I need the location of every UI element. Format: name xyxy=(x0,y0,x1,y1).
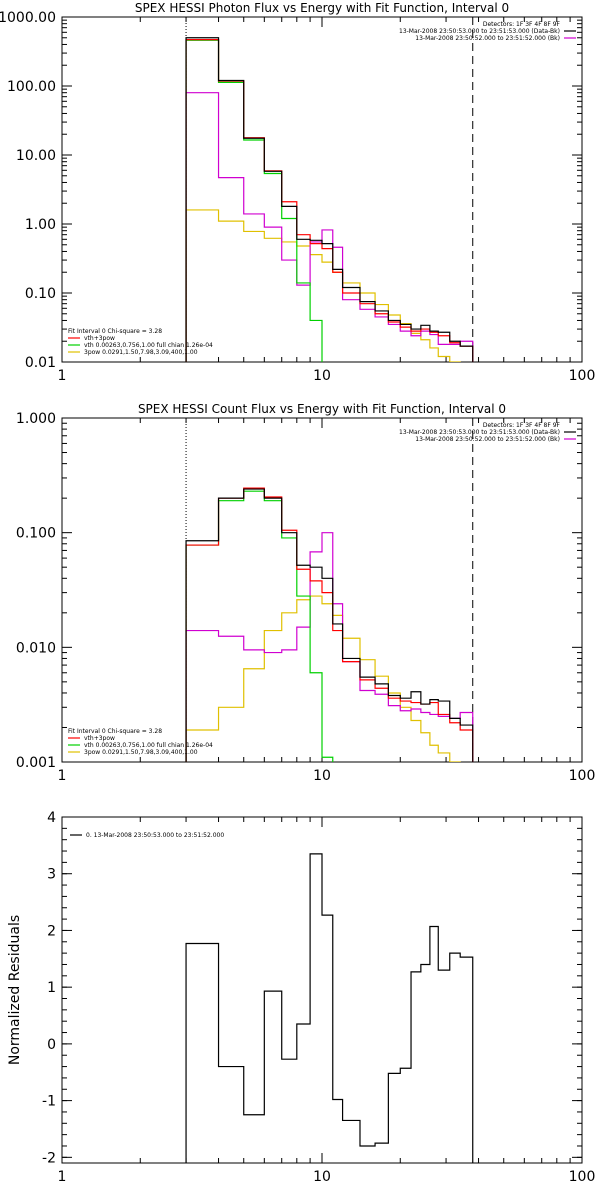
y-tick-label: 0.10 xyxy=(25,286,56,302)
y-tick-label: 1.00 xyxy=(25,217,56,233)
x-tick-label: 1 xyxy=(58,768,67,784)
series-black-line xyxy=(185,37,474,362)
chart-title: SPEX HESSI Count Flux vs Energy with Fit… xyxy=(138,402,506,416)
y-tick-label: 3 xyxy=(47,867,56,883)
x-tick-label: 10 xyxy=(313,1169,331,1185)
legend-bottom-left-entry: 3pow 0.0291,1.50,7.98,3.09,400,1.00 xyxy=(84,349,198,356)
legend-top-right-entry: 13-Mar-2008 23:50:53.000 to 23:51:53.000… xyxy=(399,429,560,436)
y-tick-label: 1 xyxy=(47,980,56,996)
y-tick-label: 0.100 xyxy=(16,526,56,542)
legend-bottom-left-entry: Fit Interval 0 Chi-square = 3.28 xyxy=(68,728,162,735)
y-tick-label: 2 xyxy=(47,923,56,939)
y-tick-label: -2 xyxy=(42,1150,56,1166)
legend-top-left-entry: 0. 13-Mar-2008 23:50:53.000 to 23:51:52.… xyxy=(86,832,224,839)
series-black-line xyxy=(185,488,474,762)
y-tick-label: 1.000 xyxy=(16,411,56,427)
series-yellow-line xyxy=(185,595,461,762)
series-black-line xyxy=(185,853,474,1163)
legend-bottom-left-entry: vth+3pow xyxy=(84,735,115,742)
x-tick-label: 100 xyxy=(569,1169,596,1185)
legend-bottom-left-entry: vth 0.00263,0.756,1.00 full chian 1.26e-… xyxy=(84,742,213,749)
y-tick-label: -1 xyxy=(42,1094,56,1110)
x-tick-label: 10 xyxy=(313,768,331,784)
chart-panel-1: 1 10 100 1000.00 100.00 10.00 1.00 0.10 0.01 SPEX… xyxy=(0,1,596,384)
legend-top-right-entry: 13-Mar-2008 23:50:52.000 to 23:51:52.000… xyxy=(415,35,560,42)
x-tick-label: 100 xyxy=(569,368,596,384)
legend-bottom-left-entry: vth 0.00263,0.756,1.00 full chian 1.26e-… xyxy=(84,342,213,349)
y-tick-label: 100.00 xyxy=(7,79,56,95)
y-tick-label: 1000.00 xyxy=(0,10,56,26)
plot-frame xyxy=(61,16,583,363)
legend-bottom-left-entry: vth+3pow xyxy=(84,335,115,342)
x-tick-label: 1 xyxy=(58,1169,67,1185)
series-yellow-line xyxy=(185,209,461,362)
y-tick-label: 0.01 xyxy=(25,355,56,371)
y-tick-label: 4 xyxy=(47,810,56,826)
y-tick-label: 10.00 xyxy=(16,148,56,164)
chart-panel-2: 1 10 100 1.000 0.100 0.010 0.001 SPEX HESSI Cou… xyxy=(16,402,596,784)
y-tick-label: 0 xyxy=(47,1037,56,1053)
x-tick-label: 10 xyxy=(313,368,331,384)
legend-top-right-entry: Detectors: 1F 3F 4F 8F 9F xyxy=(483,21,561,28)
x-tick-label: 100 xyxy=(569,768,596,784)
y-tick-label: 0.001 xyxy=(16,755,56,771)
legend-top-right-entry: 13-Mar-2008 23:50:52.000 to 23:51:52.000… xyxy=(415,436,560,443)
y-axis-label: Normalized Residuals xyxy=(7,915,23,1065)
legend-top-right-entry: 13-Mar-2008 23:50:53.000 to 23:51:53.000… xyxy=(399,28,560,35)
legend-bottom-left-entry: 3pow 0.0291,1.50,7.98,3.09,400,1.00 xyxy=(84,749,198,756)
x-tick-label: 1 xyxy=(58,368,67,384)
chart-title: SPEX HESSI Photon Flux vs Energy with Fi… xyxy=(135,1,509,15)
legend-bottom-left-entry: Fit Interval 0 Chi-square = 3.28 xyxy=(68,328,162,335)
y-tick-label: 0.010 xyxy=(16,640,56,656)
legend-top-right-entry: Detectors: 1F 3F 4F 8F 9F xyxy=(483,422,561,429)
